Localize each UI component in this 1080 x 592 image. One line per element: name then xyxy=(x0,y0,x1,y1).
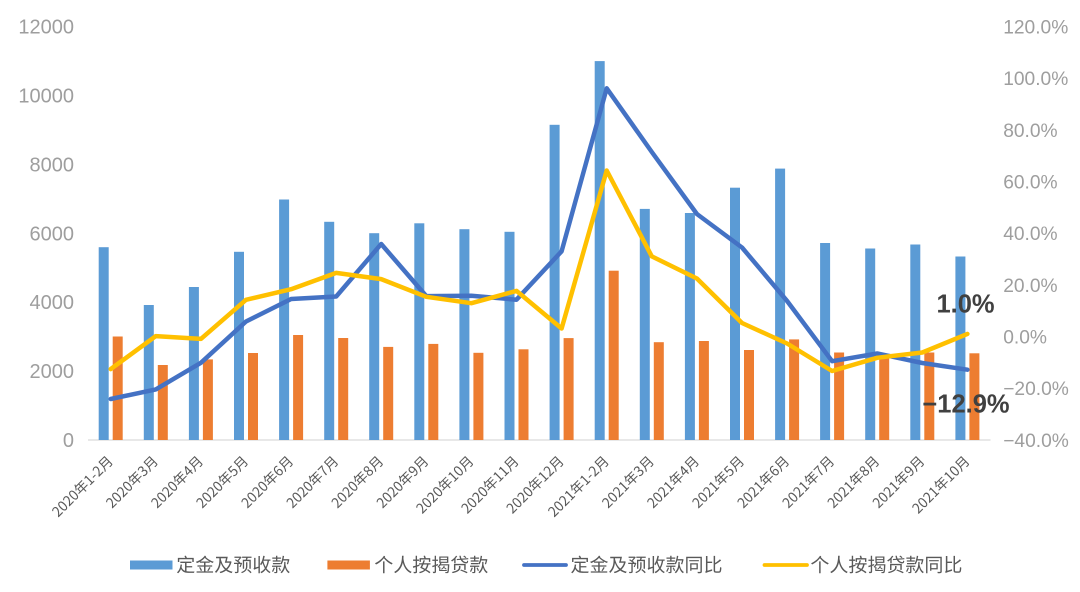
svg-text:−40.0%: −40.0% xyxy=(1003,431,1069,452)
svg-text:10000: 10000 xyxy=(18,86,74,108)
svg-text:2000: 2000 xyxy=(30,361,75,383)
svg-text:6000: 6000 xyxy=(30,223,75,245)
svg-text:1.0%: 1.0% xyxy=(936,291,994,319)
svg-text:120.0%: 120.0% xyxy=(1003,17,1068,38)
svg-text:0.0%: 0.0% xyxy=(1003,327,1047,348)
svg-text:4000: 4000 xyxy=(30,292,75,314)
svg-text:40.0%: 40.0% xyxy=(1003,224,1057,245)
svg-text:0: 0 xyxy=(63,430,74,452)
svg-text:8000: 8000 xyxy=(30,154,75,176)
svg-text:−12.9%: −12.9% xyxy=(922,391,1009,419)
svg-text:12000: 12000 xyxy=(18,17,74,39)
svg-text:100.0%: 100.0% xyxy=(1003,69,1068,90)
svg-text:20.0%: 20.0% xyxy=(1003,276,1057,297)
svg-text:−20.0%: −20.0% xyxy=(1003,379,1069,400)
svg-text:80.0%: 80.0% xyxy=(1003,121,1057,142)
svg-text:60.0%: 60.0% xyxy=(1003,172,1057,193)
